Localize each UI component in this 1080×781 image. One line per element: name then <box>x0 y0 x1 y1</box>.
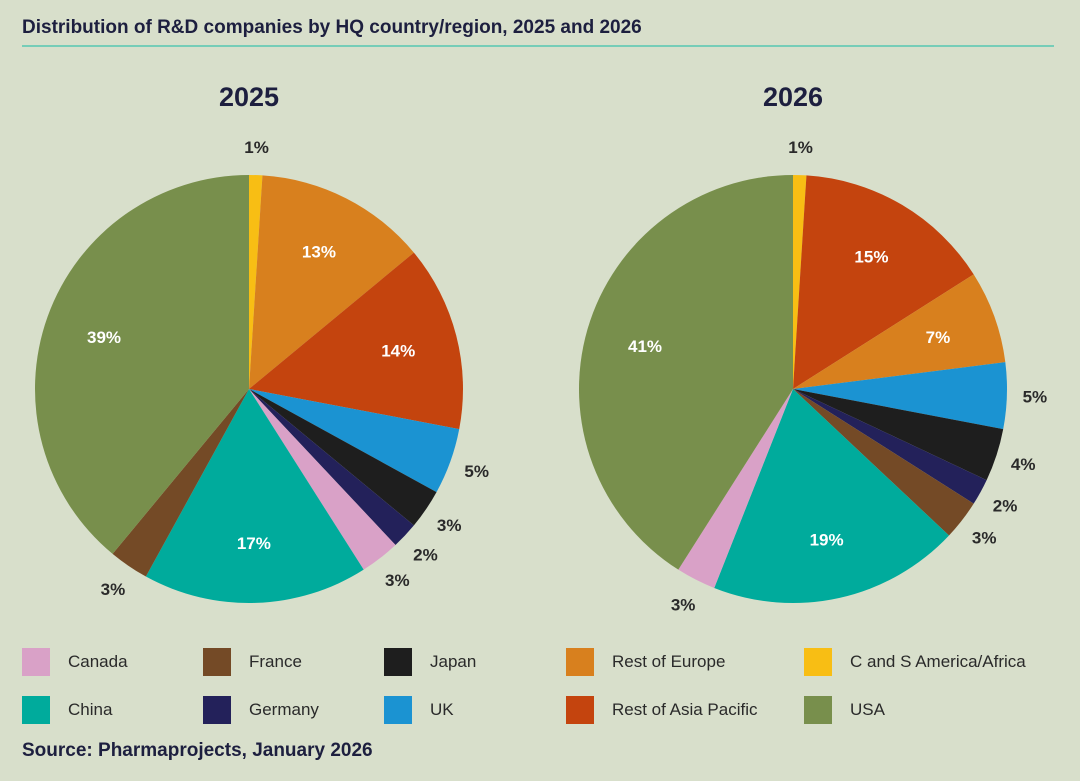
slice-label: 5% <box>1023 388 1048 407</box>
pie-slice-china <box>714 389 949 603</box>
pie-slice-canada <box>678 389 793 588</box>
pie-title-2026: 2026 <box>762 82 824 112</box>
legend-label: Rest of Europe <box>612 652 726 671</box>
pie-slice-china <box>145 389 364 603</box>
legend-item: Rest of Europe <box>566 648 725 676</box>
legend-label: Germany <box>249 700 319 719</box>
pie-slice-c-and-s-america-africa <box>793 175 807 389</box>
pie-title-2025: 2025 <box>218 82 280 112</box>
pie-slice-c-and-s-america-africa <box>249 175 263 389</box>
slice-label: 17% <box>237 534 271 553</box>
legend-swatch <box>22 648 50 676</box>
chart-title: Distribution of R&D companies by HQ coun… <box>22 17 642 38</box>
legend-swatch <box>203 648 231 676</box>
legend-item: Rest of Asia Pacific <box>566 696 758 724</box>
pie-slice-france <box>793 389 974 536</box>
pie-slice-uk <box>793 362 1008 430</box>
legend-label: Rest of Asia Pacific <box>612 700 758 719</box>
slice-label: 3% <box>101 580 126 599</box>
pie-slice-rest-of-europe <box>793 274 1006 389</box>
slice-label: 3% <box>972 528 997 547</box>
slice-label: 39% <box>87 328 121 347</box>
pie-slice-germany <box>249 389 414 545</box>
slice-label: 1% <box>244 138 269 157</box>
slice-label: 19% <box>810 530 844 549</box>
pie-slice-japan <box>249 389 437 526</box>
slice-label: 7% <box>926 328 951 347</box>
legend-item: Japan <box>384 648 476 676</box>
legend-swatch <box>804 648 832 676</box>
slice-label: 3% <box>385 571 410 590</box>
source-note: Source: Pharmaprojects, January 2026 <box>22 740 373 761</box>
pie-slice-germany <box>793 389 987 504</box>
legend-item: USA <box>804 696 885 724</box>
title-divider <box>22 45 1054 47</box>
legend-item: Germany <box>203 696 319 724</box>
legend-swatch <box>566 648 594 676</box>
slice-label: 5% <box>464 462 489 481</box>
pie-slice-uk <box>249 389 460 493</box>
slice-label: 3% <box>671 596 696 615</box>
pie-slice-france <box>112 389 249 577</box>
legend-label: Canada <box>68 652 128 671</box>
legend-swatch <box>804 696 832 724</box>
legend-item: France <box>203 648 302 676</box>
slice-label: 14% <box>381 342 415 361</box>
pie-slice-rest-of-asia-pacific <box>249 252 463 430</box>
slice-label: 4% <box>1011 455 1036 474</box>
legend-item: China <box>22 696 112 724</box>
legend-swatch <box>566 696 594 724</box>
pie-slice-canada <box>249 389 396 570</box>
legend-item: UK <box>384 696 454 724</box>
slice-label: 1% <box>788 138 813 157</box>
legend-label: France <box>249 652 302 671</box>
pie-slice-japan <box>793 389 1004 481</box>
pie-slice-usa <box>34 175 249 554</box>
legend-label: Japan <box>430 652 477 671</box>
pie-slice-rest-of-europe <box>249 175 414 389</box>
slice-label: 2% <box>993 497 1018 516</box>
legend-label: UK <box>430 700 454 719</box>
slice-label: 3% <box>437 516 462 535</box>
legend-swatch <box>203 696 231 724</box>
slice-label: 2% <box>413 546 438 565</box>
legend-item: Canada <box>22 648 128 676</box>
legend-swatch <box>22 696 50 724</box>
legend-swatch <box>384 696 412 724</box>
slice-label: 13% <box>302 243 336 262</box>
pie-slice-usa <box>578 175 793 570</box>
legend-swatch <box>384 648 412 676</box>
legend-label: C and S America/Africa <box>850 652 1026 671</box>
legend-label: USA <box>850 700 885 719</box>
slice-label: 41% <box>628 337 662 356</box>
pie-slice-rest-of-asia-pacific <box>793 175 974 389</box>
legend-item: C and S America/Africa <box>804 648 1026 676</box>
slice-label: 15% <box>854 247 888 266</box>
legend-label: China <box>68 700 113 719</box>
